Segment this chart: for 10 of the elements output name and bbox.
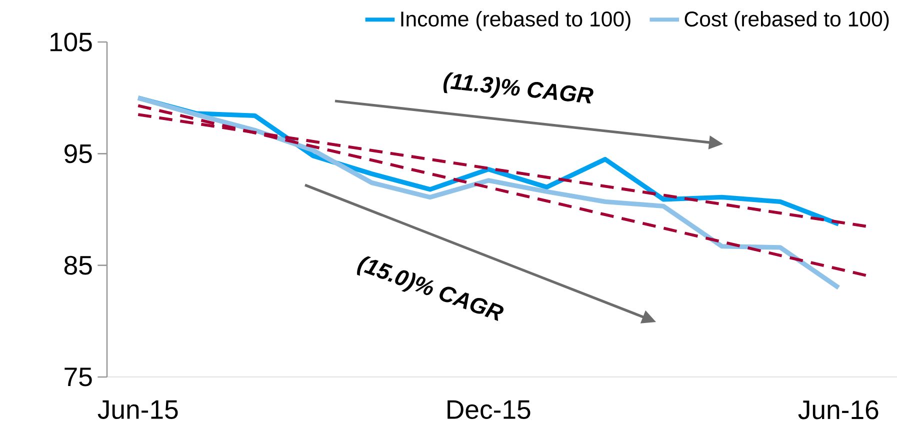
legend-label: Income (rebased to 100) [401, 10, 630, 31]
y-tick-label: 75 [64, 368, 92, 386]
y-tick-label: 105 [50, 32, 92, 52]
x-tick-label: Jun-15 [98, 400, 178, 419]
y-tick-label: 95 [64, 144, 92, 164]
x-tick-label: Jun-16 [798, 400, 878, 420]
legend-label: Cost (rebased to 100) [684, 10, 889, 31]
x-tick-label: Dec-15 [448, 400, 530, 419]
annotation: (11.3)% CAGR [443, 72, 594, 104]
y-tick-label: 85 [64, 256, 92, 275]
